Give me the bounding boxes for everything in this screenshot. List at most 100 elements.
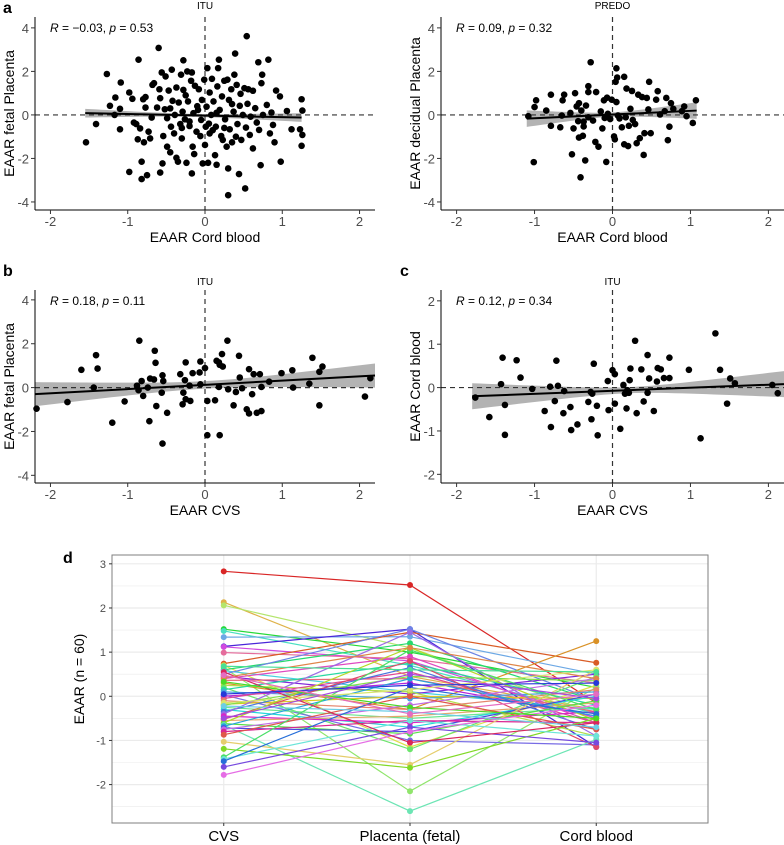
x-tick-label: 1 <box>687 487 694 502</box>
scatter-panel-b: b ITU -2 -1 0 1 2 -4 -2 0 2 4 EAAR CVS EAAR fetal Pla… <box>1 263 376 518</box>
y-tick-label: -2 <box>17 151 29 166</box>
data-point <box>220 745 227 752</box>
data-point <box>204 159 212 167</box>
data-point <box>193 102 201 110</box>
data-point <box>180 56 187 64</box>
data-point <box>215 383 223 391</box>
data-point <box>664 136 672 144</box>
x-axis-title: EAAR CVS <box>170 502 241 518</box>
regression-line <box>85 112 302 119</box>
data-point <box>169 97 176 105</box>
data-point <box>241 185 249 192</box>
r-label: R <box>456 294 465 308</box>
data-point <box>221 115 229 123</box>
data-point <box>567 403 574 411</box>
data-point <box>153 104 161 111</box>
data-point <box>235 170 243 178</box>
y-tick-label: 1 <box>100 647 106 659</box>
data-point <box>577 174 584 181</box>
data-point <box>299 131 306 139</box>
data-point <box>151 347 159 355</box>
data-point <box>220 568 227 575</box>
data-point <box>593 744 600 751</box>
data-point <box>278 369 285 377</box>
data-point <box>623 85 630 92</box>
data-point <box>319 363 326 370</box>
regression-line <box>526 109 697 120</box>
data-point <box>298 95 305 103</box>
data-point <box>645 78 653 86</box>
data-point <box>726 375 734 382</box>
r-value: 0.12 <box>478 294 502 308</box>
data-point <box>567 109 574 117</box>
data-point <box>613 98 620 106</box>
data-point <box>220 602 227 609</box>
data-point <box>178 135 186 142</box>
p-value: 0.34 <box>529 294 553 308</box>
data-point <box>530 158 538 166</box>
data-point <box>299 107 306 114</box>
data-point <box>237 90 244 98</box>
data-point <box>248 390 256 398</box>
data-point <box>177 71 185 78</box>
data-point <box>559 97 566 104</box>
x-tick-label: 0 <box>201 487 208 502</box>
data-point <box>631 337 639 345</box>
data-point <box>220 627 227 634</box>
data-point <box>201 141 209 149</box>
data-point <box>407 644 413 651</box>
data-point <box>224 165 232 172</box>
data-point <box>298 142 305 150</box>
data-point <box>188 170 196 177</box>
data-point <box>288 125 295 133</box>
data-point <box>159 372 166 379</box>
data-point <box>316 368 323 376</box>
r-label: R <box>50 294 59 308</box>
data-point <box>230 402 237 409</box>
data-point <box>645 106 652 113</box>
x-axis-title: EAAR CVS <box>577 502 648 518</box>
data-point <box>166 149 174 156</box>
data-point <box>501 431 509 439</box>
data-point <box>245 365 253 373</box>
data-point <box>590 360 598 368</box>
data-point <box>593 733 600 740</box>
data-point <box>593 680 600 687</box>
data-point <box>578 107 585 114</box>
data-point <box>407 724 413 731</box>
data-point <box>593 659 600 666</box>
data-point <box>641 129 648 137</box>
data-point <box>148 114 155 121</box>
data-point <box>258 71 266 78</box>
data-point <box>638 366 645 373</box>
data-point <box>234 120 241 128</box>
data-point <box>597 108 605 115</box>
data-point <box>692 97 700 104</box>
data-point <box>407 582 413 589</box>
subject-series <box>220 680 600 698</box>
data-point <box>166 105 174 112</box>
data-point <box>266 130 274 137</box>
x-tick-label: 2 <box>765 487 772 502</box>
data-point <box>613 74 621 81</box>
data-point <box>652 96 660 103</box>
data-point <box>774 389 782 397</box>
data-point <box>407 717 413 724</box>
data-point <box>255 126 263 134</box>
r-label: R <box>50 21 59 35</box>
y-axis-title: EAAR Cord blood <box>407 331 423 442</box>
p-label: p <box>507 21 515 35</box>
data-point <box>589 117 597 124</box>
data-point <box>560 91 568 98</box>
data-point <box>90 384 98 391</box>
data-point <box>517 374 524 381</box>
data-point <box>542 107 550 114</box>
data-point <box>150 376 158 383</box>
data-point <box>716 366 724 374</box>
data-point <box>242 124 250 131</box>
data-point <box>289 366 296 374</box>
data-point <box>159 132 167 140</box>
p-label: p <box>507 294 515 308</box>
data-point <box>211 151 219 159</box>
data-point <box>407 671 413 678</box>
